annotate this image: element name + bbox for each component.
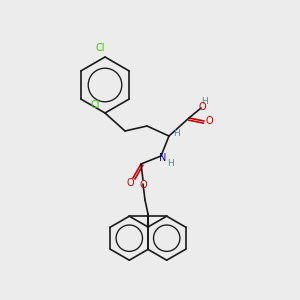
Text: O: O xyxy=(139,180,147,190)
Text: O: O xyxy=(198,102,206,112)
Text: Cl: Cl xyxy=(91,100,100,110)
Text: O: O xyxy=(126,178,134,188)
Text: O: O xyxy=(205,116,213,126)
Text: H: H xyxy=(202,98,208,106)
Text: N: N xyxy=(159,153,167,163)
Text: H: H xyxy=(168,160,174,169)
Text: Cl: Cl xyxy=(95,43,105,53)
Text: H: H xyxy=(172,130,179,139)
